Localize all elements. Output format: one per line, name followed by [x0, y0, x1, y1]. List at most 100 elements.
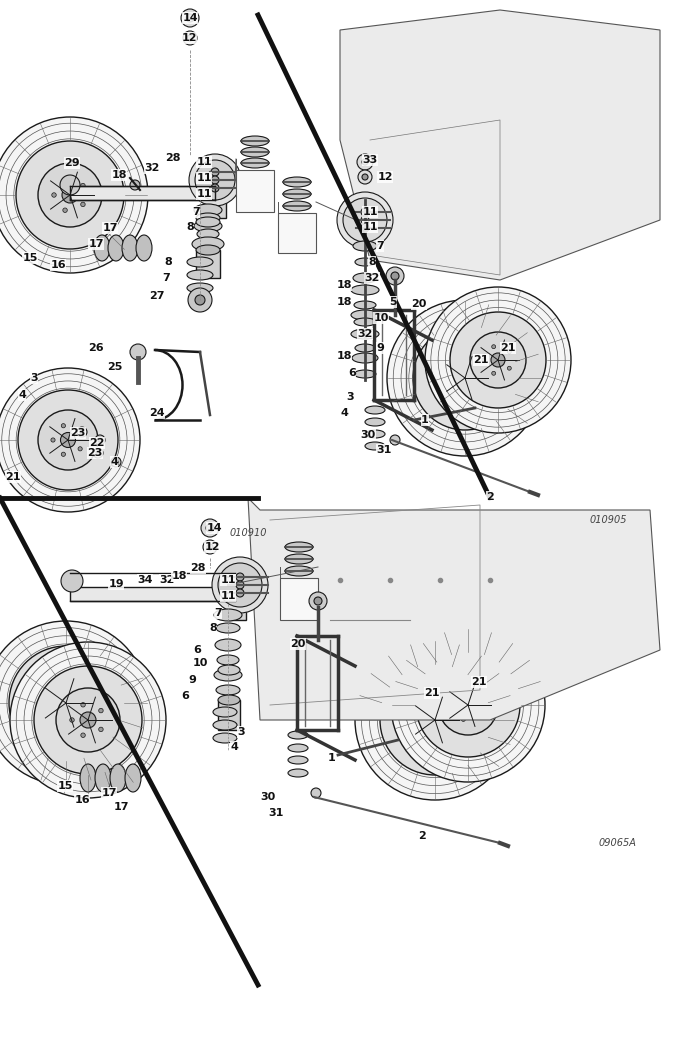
Circle shape	[80, 430, 84, 434]
Text: 11: 11	[220, 591, 236, 601]
Circle shape	[390, 435, 400, 445]
Circle shape	[212, 557, 268, 613]
Circle shape	[52, 192, 56, 198]
Circle shape	[391, 628, 545, 782]
Circle shape	[47, 701, 52, 705]
Circle shape	[78, 710, 82, 716]
Text: 11: 11	[197, 157, 211, 167]
Text: 23: 23	[87, 448, 103, 458]
Circle shape	[451, 703, 455, 707]
Circle shape	[188, 288, 212, 312]
Text: 15: 15	[22, 253, 37, 263]
Circle shape	[189, 154, 241, 206]
Circle shape	[362, 174, 368, 180]
Text: 30: 30	[260, 792, 275, 802]
Bar	[280, 578, 318, 620]
Ellipse shape	[288, 731, 308, 739]
Circle shape	[38, 163, 102, 227]
Ellipse shape	[283, 177, 311, 187]
Text: 19: 19	[108, 579, 124, 589]
Circle shape	[482, 358, 486, 361]
Polygon shape	[248, 498, 660, 720]
Circle shape	[361, 224, 369, 231]
Ellipse shape	[192, 237, 224, 251]
Text: 010910: 010910	[229, 528, 267, 538]
Text: 16: 16	[50, 260, 66, 270]
Text: 9: 9	[376, 344, 384, 353]
Text: 3: 3	[30, 373, 38, 383]
Circle shape	[61, 424, 65, 428]
Text: 18: 18	[171, 571, 187, 581]
Ellipse shape	[187, 283, 213, 293]
Circle shape	[98, 438, 102, 442]
Ellipse shape	[351, 285, 379, 295]
Text: 21: 21	[500, 344, 515, 353]
Text: 4: 4	[18, 390, 26, 400]
Circle shape	[386, 267, 404, 285]
Ellipse shape	[214, 609, 242, 622]
Text: 18: 18	[112, 170, 126, 180]
Text: 12: 12	[204, 542, 220, 552]
Polygon shape	[340, 10, 660, 280]
Ellipse shape	[217, 655, 239, 665]
Circle shape	[81, 183, 85, 188]
Circle shape	[362, 159, 368, 165]
Text: 31: 31	[376, 445, 392, 455]
Circle shape	[61, 432, 75, 447]
Circle shape	[111, 457, 121, 467]
Circle shape	[507, 367, 511, 370]
Text: 33: 33	[362, 155, 377, 165]
Text: 16: 16	[74, 795, 90, 805]
Text: 1: 1	[328, 753, 336, 763]
Circle shape	[9, 646, 123, 760]
Circle shape	[207, 544, 213, 550]
Ellipse shape	[355, 344, 375, 352]
Circle shape	[78, 429, 82, 433]
Circle shape	[337, 192, 393, 248]
Text: 17: 17	[88, 239, 104, 249]
Circle shape	[130, 180, 140, 190]
Circle shape	[403, 688, 467, 752]
Ellipse shape	[354, 318, 376, 326]
Text: 17: 17	[114, 802, 129, 812]
Ellipse shape	[353, 273, 377, 283]
Bar	[70, 587, 235, 601]
Circle shape	[355, 639, 515, 800]
Circle shape	[391, 272, 399, 280]
Circle shape	[80, 712, 96, 728]
Ellipse shape	[136, 235, 152, 261]
Circle shape	[413, 326, 517, 430]
Text: 20: 20	[290, 639, 306, 649]
Circle shape	[450, 312, 546, 408]
Text: 11: 11	[220, 575, 236, 585]
Circle shape	[492, 345, 496, 349]
Circle shape	[183, 31, 197, 45]
Ellipse shape	[283, 189, 311, 199]
Text: 10: 10	[192, 659, 207, 668]
Circle shape	[62, 187, 78, 203]
Circle shape	[58, 717, 63, 722]
Ellipse shape	[213, 707, 237, 717]
Circle shape	[361, 216, 369, 224]
Text: 21: 21	[424, 688, 440, 698]
Text: 31: 31	[269, 808, 284, 818]
Text: 11: 11	[197, 173, 211, 183]
Bar	[228, 568, 246, 620]
Text: 3: 3	[346, 392, 354, 402]
Text: 25: 25	[107, 361, 122, 372]
Text: 32: 32	[159, 575, 175, 585]
Bar	[208, 168, 226, 218]
Ellipse shape	[355, 258, 375, 266]
Ellipse shape	[285, 565, 313, 576]
Circle shape	[0, 368, 140, 512]
Circle shape	[357, 154, 373, 170]
Circle shape	[461, 688, 466, 692]
Circle shape	[417, 718, 421, 722]
Ellipse shape	[216, 685, 240, 696]
Text: 2: 2	[486, 492, 494, 502]
Ellipse shape	[288, 756, 308, 764]
Circle shape	[361, 208, 369, 216]
Circle shape	[195, 160, 235, 200]
Text: 17: 17	[101, 789, 117, 798]
Circle shape	[63, 178, 67, 182]
